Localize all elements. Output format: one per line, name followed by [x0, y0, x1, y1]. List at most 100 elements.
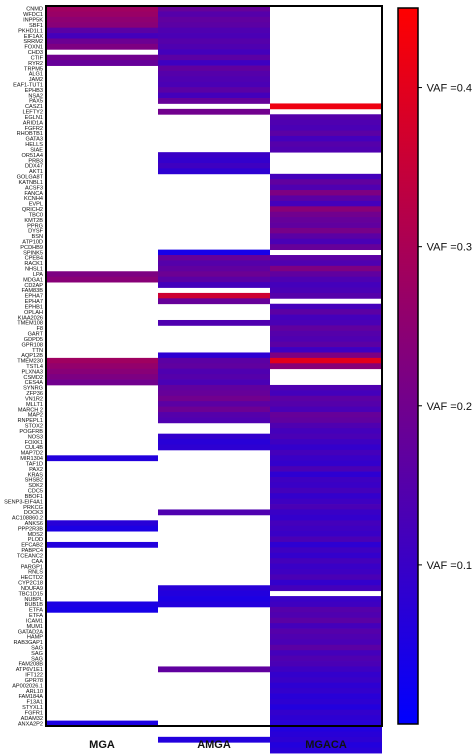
heatmap-cell: [270, 742, 382, 749]
gene-label: EPHB3: [25, 88, 43, 94]
gene-label: MAP2: [28, 413, 43, 419]
colorbar-tick-label: VAF =0.3: [427, 242, 472, 254]
gene-label: ANXA2P2: [18, 721, 43, 727]
gene-label: F8: [36, 326, 43, 332]
heatmap-cell: [158, 439, 270, 445]
heatmap-cell: [270, 455, 382, 462]
gene-label: GART: [28, 332, 44, 338]
heatmap-cell: [158, 65, 270, 72]
heatmap-cell: [158, 260, 270, 267]
heatmap-cell: [270, 319, 382, 326]
gene-label: HELLS: [25, 142, 43, 148]
heatmap-cell: [158, 27, 270, 34]
heatmap-cell: [158, 49, 270, 56]
heatmap-cell: [158, 152, 270, 158]
heatmap-cell: [158, 596, 270, 602]
gene-label: PAX2: [29, 467, 43, 473]
heatmap-cell: [270, 715, 382, 721]
gene-label: KCNH4: [24, 196, 43, 202]
heatmap-cell: [270, 709, 382, 716]
heatmap-cell: [46, 368, 158, 375]
colorbar-tick-label: VAF =0.4: [427, 83, 472, 95]
heatmap-cell: [270, 184, 382, 191]
heatmap-cell: [158, 282, 270, 288]
heatmap-cell: [270, 309, 382, 315]
heatmap-cell: [270, 276, 382, 283]
heatmap-cell: [46, 276, 158, 283]
gene-label: CASZ1: [25, 104, 43, 110]
heatmap-cell: [270, 287, 382, 294]
heatmap-cell: [270, 601, 382, 608]
gene-label: BBOF1: [25, 494, 43, 500]
heatmap-cell: [158, 412, 270, 418]
heatmap-cell: [270, 520, 382, 527]
heatmap-cell: [270, 260, 382, 267]
gene-label: RAB3GAP1: [13, 640, 43, 646]
gene-label: FANCA: [24, 191, 43, 197]
gene-label: SENP3-EIF4A1: [4, 499, 43, 505]
gene-label: SDK2: [28, 483, 43, 489]
heatmap-cell: [270, 677, 382, 684]
heatmap-cell: [158, 444, 270, 451]
heatmap-cell: [46, 22, 158, 29]
heatmap-cell: [158, 509, 270, 516]
gene-label: DOCK3: [24, 510, 43, 516]
heatmap-cell: [270, 422, 382, 429]
heatmap-cell: [158, 168, 270, 175]
gene-label: HAMP: [27, 635, 43, 641]
gene-label: EAF1-TUT1: [13, 83, 43, 89]
gene-label: NHSL1: [25, 267, 43, 273]
heatmap-cell: [270, 449, 382, 456]
heatmap-cell: [270, 238, 382, 245]
heatmap-cell: [270, 476, 382, 483]
gene-label: TCEANC2: [17, 553, 43, 559]
gene-label: PRB3: [28, 158, 43, 164]
gene-label: EIF1AX: [24, 34, 44, 40]
column-label-mga: MGA: [89, 739, 115, 751]
heatmap-cell: [270, 682, 382, 689]
heatmap-cell: [158, 157, 270, 164]
heatmap-cell: [270, 141, 382, 148]
gene-label: GPR78: [25, 678, 43, 684]
heatmap-cell: [270, 736, 382, 743]
gene-label: ALG1: [29, 72, 43, 78]
heatmap-cell: [158, 379, 270, 386]
gene-label: RNPEPL1: [18, 418, 44, 424]
gene-label: PLOD: [28, 537, 43, 543]
gene-labels: CNMDWFDC1INPP5KSBF1PKHD1L1EIF1AXSRRM2FOX…: [4, 7, 43, 728]
gene-label: MARCH 2: [18, 407, 43, 413]
heatmap-cell: [270, 233, 382, 240]
heatmap-cell: [158, 601, 270, 608]
gene-label: SPINK5: [23, 250, 43, 256]
gene-label: EPHA7: [25, 299, 43, 305]
heatmap-cell: [270, 200, 382, 207]
heatmap-cell: [158, 33, 270, 39]
heatmap-cell: [270, 336, 382, 343]
gene-label: PKHD1L1: [18, 28, 43, 34]
heatmap-cell: [158, 368, 270, 375]
gene-label: FGFR2: [25, 126, 43, 132]
gene-label: TSTL4: [26, 364, 43, 370]
heatmap-cell: [46, 541, 158, 548]
gene-label: PABPC4: [21, 548, 43, 554]
heatmap-cell: [46, 525, 158, 532]
gene-label: WFDC1: [23, 12, 43, 18]
gene-label: KMT2B: [24, 218, 43, 224]
gene-label: CPEB4: [25, 256, 43, 262]
heatmap-cell: [270, 498, 382, 505]
gene-label: KIAA2026: [18, 315, 43, 321]
gene-label: HECTD2: [21, 575, 43, 581]
heatmap-cell: [270, 482, 382, 489]
heatmap-cell: [270, 688, 382, 694]
heatmap-cell: [158, 43, 270, 50]
gene-label: ANKS6: [25, 521, 43, 527]
gene-label: FGFR1: [25, 710, 43, 716]
heatmap-cell: [270, 341, 382, 348]
gene-label: ADAM32: [21, 716, 43, 722]
heatmap-cell: [270, 271, 382, 278]
heatmap-cell: [270, 731, 382, 738]
heatmap-cell: [270, 623, 382, 629]
heatmap-cell: [46, 16, 158, 23]
heatmap-cell: [270, 363, 382, 370]
